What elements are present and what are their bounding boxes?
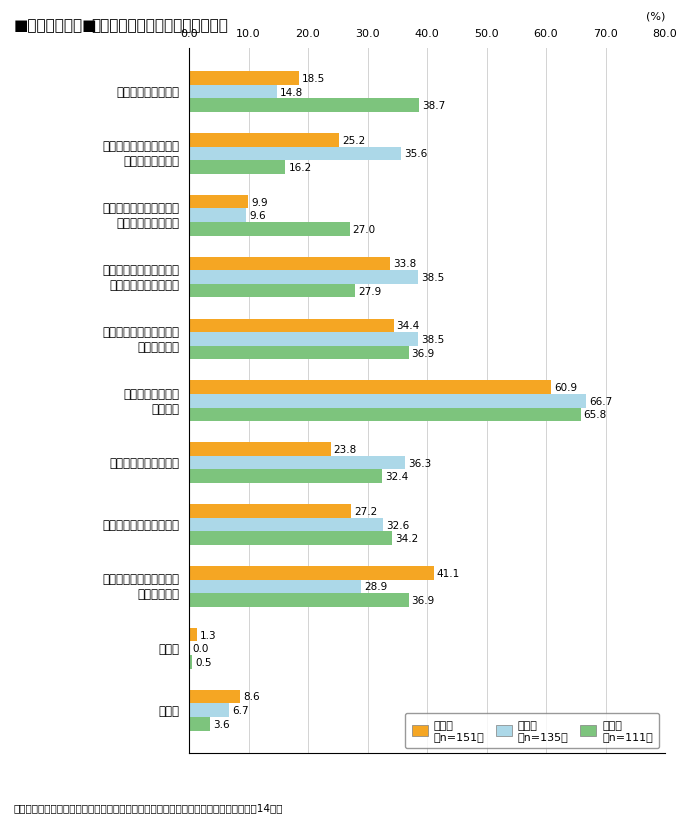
Text: 65.8: 65.8 [584, 410, 607, 420]
Bar [189, 72, 299, 86]
Bar [189, 161, 286, 174]
Bar [189, 381, 552, 395]
Bar [189, 147, 401, 161]
Text: 60.9: 60.9 [554, 382, 577, 393]
Text: 38.5: 38.5 [421, 273, 444, 283]
Bar [189, 518, 383, 532]
Bar [189, 408, 580, 422]
Text: 18.5: 18.5 [302, 74, 326, 84]
Text: 25.2: 25.2 [342, 136, 365, 146]
Text: 27.0: 27.0 [353, 224, 376, 234]
Bar [189, 271, 418, 284]
Text: 36.9: 36.9 [412, 595, 435, 605]
Text: 38.5: 38.5 [421, 334, 444, 345]
Text: 66.7: 66.7 [589, 396, 612, 406]
Text: 風水害に備えるために欲しい情報: 風水害に備えるために欲しい情報 [91, 18, 228, 33]
Bar [189, 196, 248, 209]
Text: 34.2: 34.2 [395, 533, 419, 544]
Text: 32.6: 32.6 [386, 520, 410, 530]
Bar [189, 443, 330, 456]
Text: 32.4: 32.4 [385, 472, 408, 482]
Text: 34.4: 34.4 [397, 321, 420, 331]
Text: 16.2: 16.2 [288, 163, 312, 173]
Bar [189, 505, 351, 518]
Text: 3.6: 3.6 [214, 719, 230, 729]
Bar [189, 346, 409, 360]
Bar [189, 704, 229, 717]
Bar [189, 319, 393, 333]
Bar [189, 470, 382, 483]
Text: 14.8: 14.8 [280, 88, 303, 97]
Text: 36.9: 36.9 [412, 348, 435, 358]
Text: 36.3: 36.3 [408, 458, 431, 468]
Text: 38.7: 38.7 [422, 101, 445, 111]
Text: 41.1: 41.1 [437, 568, 460, 578]
Bar [189, 257, 390, 271]
Bar [189, 223, 349, 237]
Bar [189, 532, 393, 545]
Bar [189, 209, 246, 223]
Text: 6.7: 6.7 [232, 705, 248, 715]
Bar [189, 580, 361, 594]
Text: 23.8: 23.8 [334, 445, 357, 455]
Bar [189, 690, 240, 704]
Bar [189, 395, 586, 408]
Bar [189, 133, 339, 147]
Text: 9.9: 9.9 [251, 197, 267, 207]
Text: ■図３－６－３■: ■図３－６－３■ [14, 18, 97, 33]
Bar [189, 284, 355, 298]
Text: 8.6: 8.6 [243, 691, 260, 702]
Text: 27.2: 27.2 [354, 506, 377, 516]
Bar [189, 333, 418, 346]
Text: (%): (%) [645, 11, 665, 21]
Text: 0.5: 0.5 [195, 657, 211, 667]
Text: 35.6: 35.6 [404, 149, 427, 159]
Legend: 呉　市
（n=151）, 広島市
（n=135）, 高知市
（n=111）: 呉 市 （n=151）, 広島市 （n=135）, 高知市 （n=111） [405, 713, 659, 748]
Text: 出典：災害危険情報の公開による住民の災害対策実施効果に関する調査（内閣府　平成14年）: 出典：災害危険情報の公開による住民の災害対策実施効果に関する調査（内閣府 平成1… [14, 803, 284, 812]
Text: 1.3: 1.3 [199, 630, 216, 640]
Bar [189, 86, 277, 99]
Text: 28.9: 28.9 [364, 581, 387, 591]
Bar [189, 566, 433, 580]
Bar [189, 628, 197, 641]
Bar [189, 717, 211, 731]
Bar [189, 99, 419, 113]
Text: 9.6: 9.6 [249, 211, 266, 221]
Text: 27.9: 27.9 [358, 287, 382, 296]
Bar [189, 456, 405, 470]
Text: 33.8: 33.8 [393, 259, 416, 269]
Bar [189, 655, 192, 669]
Bar [189, 594, 409, 607]
Text: 0.0: 0.0 [192, 644, 209, 654]
